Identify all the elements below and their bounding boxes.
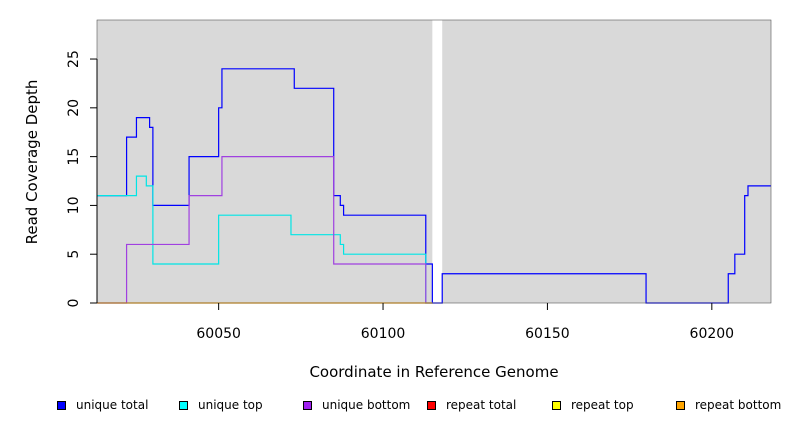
legend-swatch bbox=[303, 400, 312, 410]
x-tick-label: 60200 bbox=[690, 326, 735, 342]
y-tick-label: 10 bbox=[66, 196, 82, 214]
legend-swatch bbox=[552, 400, 561, 410]
legend: unique total unique top unique bottom repea… bbox=[0, 398, 792, 420]
legend-item-unique-bottom: unique bottom bbox=[303, 398, 410, 412]
x-tick-label: 60100 bbox=[361, 326, 406, 342]
coverage-chart: 0 5 10 15 20 25 60050 60100 60150 60200 Coordinat… bbox=[23, 19, 772, 381]
legend-item-repeat-total: repeat total bbox=[427, 398, 516, 412]
y-tick-label: 25 bbox=[66, 50, 82, 68]
legend-swatch bbox=[179, 400, 188, 410]
legend-label: repeat top bbox=[571, 398, 634, 412]
legend-label: unique bottom bbox=[322, 398, 411, 412]
y-tick-label: 0 bbox=[66, 299, 82, 308]
shaded-region-2 bbox=[442, 20, 771, 303]
legend-label: repeat bottom bbox=[695, 398, 782, 412]
y-tick-label: 15 bbox=[66, 148, 82, 166]
x-axis-title: Coordinate in Reference Genome bbox=[309, 363, 558, 381]
legend-label: repeat total bbox=[446, 398, 517, 412]
shaded-region-1 bbox=[97, 20, 433, 303]
plot-background bbox=[97, 20, 771, 303]
series-line-unique-bottom bbox=[97, 156, 433, 304]
series-line-unique-top bbox=[97, 175, 433, 304]
x-tick-label: 60050 bbox=[196, 326, 241, 342]
legend-swatch bbox=[676, 400, 685, 410]
x-tick-label: 60150 bbox=[525, 326, 570, 342]
legend-item-unique-total: unique total bbox=[57, 398, 148, 412]
legend-swatch bbox=[57, 400, 66, 410]
legend-item-repeat-top: repeat top bbox=[552, 398, 634, 412]
legend-label: unique total bbox=[76, 398, 149, 412]
y-tick-label: 5 bbox=[66, 250, 82, 259]
legend-item-unique-top: unique top bbox=[179, 398, 263, 412]
legend-item-repeat-bottom: repeat bottom bbox=[676, 398, 781, 412]
axes-layer: 0 5 10 15 20 25 60050 60100 60150 60200 bbox=[66, 19, 772, 342]
legend-swatch bbox=[427, 400, 436, 410]
series-line-unique-total bbox=[97, 68, 771, 304]
legend-label: unique top bbox=[198, 398, 263, 412]
y-tick-label: 20 bbox=[66, 99, 82, 117]
y-axis-title: Read Coverage Depth bbox=[23, 80, 41, 245]
